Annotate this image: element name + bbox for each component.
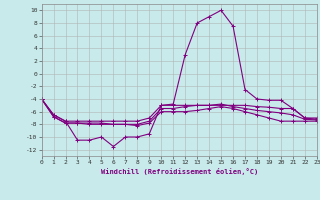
X-axis label: Windchill (Refroidissement éolien,°C): Windchill (Refroidissement éolien,°C)	[100, 168, 258, 175]
